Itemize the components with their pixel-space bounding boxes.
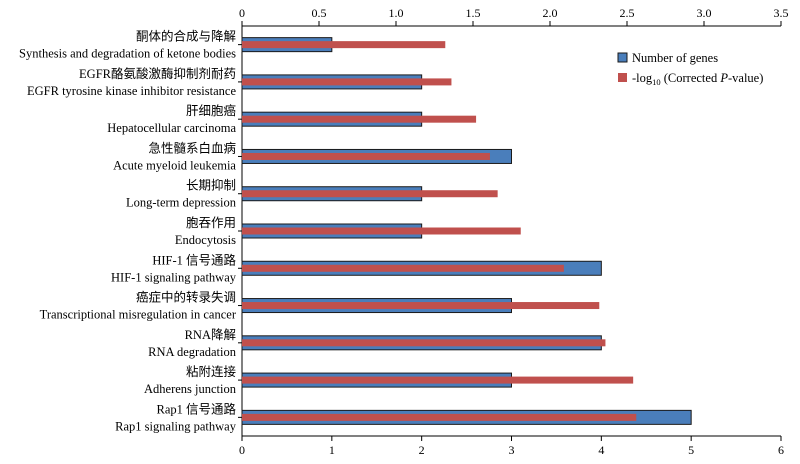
top-axis-tick-label: 3.0 [697,6,712,20]
bar-corrected-p-value [242,227,521,235]
top-axis-tick-label: 1.0 [389,6,404,20]
bar-corrected-p-value [242,302,600,310]
top-axis-tick-label: 3.5 [774,6,789,20]
legend-swatch-number-of-genes [617,52,628,63]
bar-corrected-p-value [242,115,477,123]
bottom-axis-tick-label: 3 [509,443,515,457]
top-axis-tick-label: 0.5 [312,6,327,20]
bottom-axis-tick-label: 1 [329,443,335,457]
category-label-zh: 癌症中的转录失调 [136,290,236,305]
category-label-zh: HIF-1 信号通路 [152,252,236,267]
category-label-en: Acute myeloid leukemia [113,158,236,172]
bottom-axis-tick-label: 6 [778,443,784,457]
category-label-zh: RNA降解 [185,328,236,342]
top-axis-tick-label: 2.5 [620,6,635,20]
category-label-zh: EGFR酪氨酸激酶抑制剂耐药 [79,66,236,81]
bottom-axis-tick-label: 2 [419,443,425,457]
legend-label-corrected-p-value: -log10 (Corrected P-value) [632,71,763,87]
category-label-zh: 胞吞作用 [186,216,236,230]
category-label-en: HIF-1 signaling pathway [111,270,237,284]
bar-corrected-p-value [242,339,606,347]
top-axis-tick-label: 2.0 [543,6,558,20]
category-label-zh: 长期抑制 [186,178,236,193]
top-axis-tick-label: 0 [239,6,245,20]
legend-label-number-of-genes: Number of genes [632,51,718,65]
category-label-en: Long-term depression [126,196,237,210]
bottom-axis-tick-label: 0 [239,443,245,457]
category-label-en: Hepatocellular carcinoma [107,121,236,135]
legend-swatch-corrected-p-value [618,73,627,82]
bar-corrected-p-value [242,190,498,198]
category-label-zh: Rap1 信号通路 [156,401,236,416]
category-label-zh: 粘附连接 [186,364,237,379]
top-axis-tick-label: 1.5 [466,6,481,20]
bar-corrected-p-value [242,78,452,86]
bar-corrected-p-value [242,41,446,49]
bar-corrected-p-value [242,413,637,421]
bar-corrected-p-value [242,264,564,272]
category-label-zh: 急性髓系白血病 [148,140,236,155]
bar-corrected-p-value [242,152,490,160]
category-label-en: Adherens junction [144,382,237,396]
category-label-en: Transcriptional misregulation in cancer [40,308,237,322]
category-label-en: Endocytosis [175,233,236,247]
bottom-axis-tick-label: 5 [688,443,694,457]
category-label-zh: 酮体的合成与降解 [136,29,236,44]
category-label-zh: 肝细胞癌 [186,103,236,118]
bottom-axis-tick-label: 4 [598,443,604,457]
category-label-en: Rap1 signaling pathway [115,419,237,433]
category-label-en: EGFR tyrosine kinase inhibitor resistanc… [27,84,236,98]
category-label-en: Synthesis and degradation of ketone bodi… [19,47,236,61]
bar-corrected-p-value [242,376,634,384]
category-label-en: RNA degradation [148,345,237,359]
